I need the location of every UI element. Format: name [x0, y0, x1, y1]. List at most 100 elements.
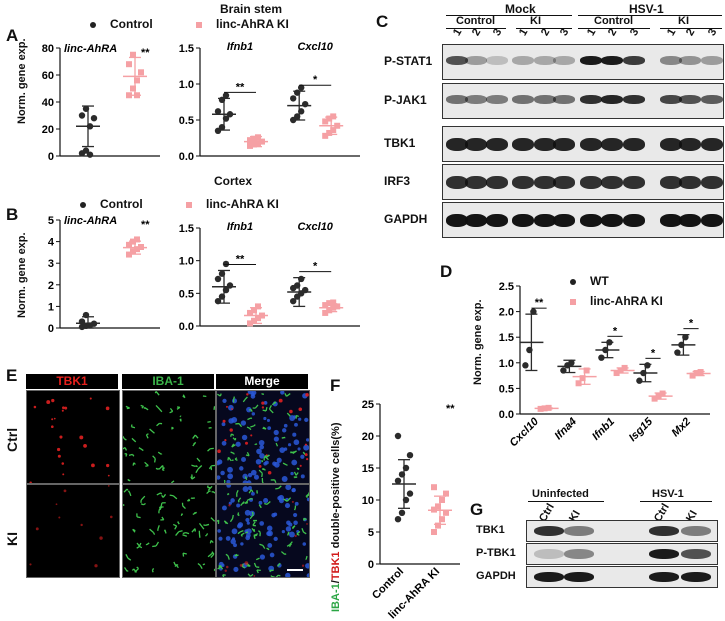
data-point — [439, 516, 445, 523]
data-point — [689, 372, 696, 379]
blot-band — [534, 138, 556, 151]
legend-ki-marker — [186, 201, 192, 208]
ylabel-rest: double-positive cells(%) — [330, 422, 342, 552]
data-point — [674, 349, 681, 356]
data-point — [402, 464, 410, 472]
micrograph-texture — [123, 485, 215, 573]
blot-band — [534, 214, 556, 227]
data-point — [606, 339, 613, 346]
y-tick-label: 0.0 — [179, 151, 194, 163]
data-point — [214, 275, 222, 283]
legend-d: WT linc-AhRA KI — [570, 274, 663, 308]
data-point — [302, 286, 309, 294]
data-point — [214, 297, 222, 305]
data-point — [126, 61, 132, 68]
legend-ki-marker — [570, 298, 576, 305]
panel-letter-c: C — [376, 12, 389, 31]
data-point — [255, 140, 261, 147]
data-point — [134, 236, 140, 243]
category-title: Cxcl10 — [297, 41, 333, 53]
y-tick-label: 10 — [362, 495, 374, 507]
line-sub-4 — [660, 28, 722, 29]
x-tick-label: Isg15 — [627, 415, 656, 444]
data-point — [222, 260, 230, 268]
data-point — [598, 354, 605, 361]
blot-band — [679, 176, 701, 189]
legend-wt-marker — [570, 278, 576, 285]
blot-band — [601, 95, 623, 104]
legend-control-label: Control — [110, 17, 153, 31]
blot-band — [512, 95, 534, 104]
data-point — [406, 452, 414, 459]
y-tick-label: 2.5 — [499, 281, 514, 293]
blot-band — [553, 95, 575, 104]
data-point — [247, 137, 253, 144]
data-point — [621, 364, 628, 371]
blot-band — [465, 56, 487, 65]
panel-d-ylabel: Norm. gene exp. — [472, 299, 484, 385]
blot-band — [580, 214, 602, 227]
legend-control-marker — [90, 21, 96, 28]
data-point — [560, 367, 567, 374]
data-point — [443, 490, 449, 497]
micrograph — [26, 390, 120, 484]
blot-strip — [442, 202, 724, 238]
panel-letter-a: A — [6, 26, 19, 45]
micrograph-texture — [123, 391, 215, 483]
g-blot-band — [564, 526, 594, 536]
data-point — [678, 341, 685, 349]
y-tick-label: 20 — [42, 124, 54, 136]
significance-label: ** — [141, 47, 150, 59]
blot-label: IRF3 — [384, 174, 411, 188]
panel-letter-g: G — [470, 500, 484, 519]
legend-ki-label: linc-AhRA KI — [590, 294, 663, 308]
micrograph — [122, 484, 216, 578]
blot-band — [623, 95, 645, 104]
data-point — [126, 92, 132, 99]
data-point — [214, 108, 222, 115]
y-tick-label: 0.5 — [179, 288, 194, 300]
blot-band — [601, 176, 623, 189]
y-tick-label: 0.5 — [499, 383, 514, 395]
y-tick-label: 0 — [48, 323, 54, 335]
g-blot-band — [649, 572, 679, 582]
line-sub-2 — [516, 28, 572, 29]
y-tick-label: 40 — [42, 97, 54, 109]
data-point — [302, 100, 309, 108]
data-point — [402, 496, 410, 504]
y-tick-label: 80 — [42, 43, 54, 55]
blot-band — [553, 214, 575, 227]
data-point — [522, 362, 529, 369]
blot-band — [446, 138, 468, 151]
y-tick-label: 20 — [362, 431, 374, 443]
legend-ki-label: linc-AhRA KI — [216, 17, 289, 31]
chart-a-right: 0.00.51.01.5***Ifnb1 Cxcl10 — [179, 41, 360, 163]
panel-letter-f: F — [330, 376, 341, 395]
blot-band — [446, 56, 468, 65]
data-point — [575, 380, 582, 387]
data-point — [226, 282, 234, 289]
blot-band — [465, 138, 487, 151]
blot-label: TBK1 — [384, 136, 416, 150]
data-point — [659, 390, 666, 397]
y-tick-label: 25 — [362, 399, 374, 411]
blot-band — [601, 56, 623, 65]
data-point — [583, 367, 590, 374]
data-point — [330, 304, 337, 311]
section-title-cortex: Cortex — [214, 174, 253, 188]
chart-title: linc-AhRA — [64, 215, 117, 227]
data-point — [251, 135, 257, 142]
micrograph — [216, 390, 310, 484]
chart-b-left: 0 1 2 3 4 5 ** linc-AhRA — [48, 215, 160, 335]
blot-band — [465, 176, 487, 189]
y-tick-label: 0.0 — [179, 321, 194, 333]
line-mock — [446, 15, 572, 16]
blot-band — [580, 95, 602, 104]
g-group-uninfected: Uninfected — [532, 488, 589, 500]
legend-a: Control linc-AhRA KI — [90, 17, 289, 31]
blot-label: P-STAT1 — [384, 54, 433, 68]
data-point — [82, 311, 90, 319]
sub-ki-mock: KI — [530, 15, 541, 27]
blot-band — [660, 56, 682, 65]
data-point — [398, 471, 406, 478]
